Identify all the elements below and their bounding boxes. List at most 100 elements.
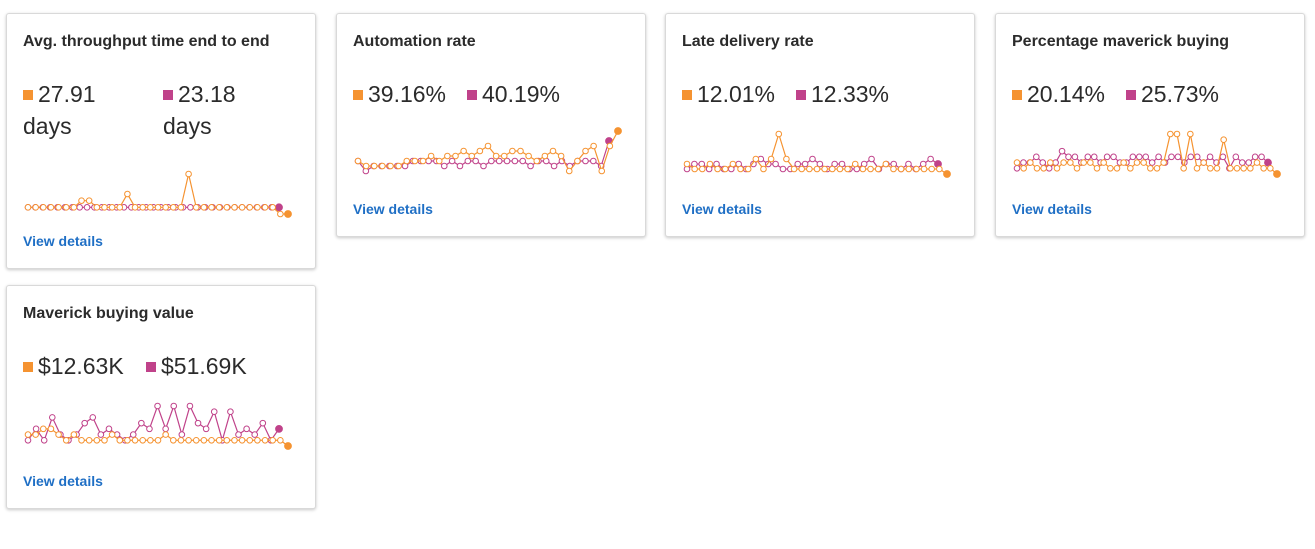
- series-a-point[interactable]: [549, 147, 557, 155]
- view-details-link[interactable]: View details: [23, 233, 103, 249]
- series-a-point[interactable]: [131, 204, 139, 211]
- series-b-point[interactable]: [519, 157, 527, 165]
- series-a-point[interactable]: [1100, 159, 1107, 166]
- series-a-point[interactable]: [1087, 159, 1094, 166]
- series-a-point[interactable]: [1020, 164, 1027, 172]
- series-a-point[interactable]: [1160, 159, 1167, 166]
- series-b-point[interactable]: [275, 424, 283, 433]
- series-a-point[interactable]: [387, 162, 394, 170]
- series-b-point[interactable]: [154, 402, 161, 410]
- series-a-point[interactable]: [32, 204, 39, 211]
- series-b-point[interactable]: [550, 162, 558, 170]
- series-a-point[interactable]: [484, 142, 492, 150]
- series-a-point[interactable]: [269, 204, 277, 211]
- series-b-point[interactable]: [1090, 153, 1098, 161]
- series-a-point[interactable]: [154, 436, 162, 444]
- series-a-point[interactable]: [1033, 164, 1041, 172]
- series-b-point[interactable]: [48, 414, 56, 421]
- series-a-point[interactable]: [162, 204, 169, 211]
- series-a-point[interactable]: [238, 204, 246, 211]
- series-a-point[interactable]: [116, 204, 124, 211]
- series-a-point[interactable]: [859, 165, 867, 173]
- series-a-point[interactable]: [1180, 164, 1187, 172]
- series-a-point[interactable]: [460, 147, 467, 155]
- view-details-link[interactable]: View details: [682, 201, 762, 217]
- series-a-point[interactable]: [39, 204, 47, 211]
- series-b-point[interactable]: [480, 162, 487, 170]
- series-a-point[interactable]: [254, 436, 261, 444]
- series-a-point[interactable]: [1267, 164, 1274, 172]
- series-a-point[interactable]: [844, 165, 851, 173]
- series-a-point[interactable]: [806, 165, 813, 173]
- series-a-point[interactable]: [277, 436, 284, 444]
- series-a-point[interactable]: [492, 152, 500, 160]
- view-details-link[interactable]: View details: [1012, 201, 1092, 217]
- series-a-point[interactable]: [1207, 164, 1214, 172]
- series-a-point[interactable]: [231, 204, 238, 211]
- series-a-point[interactable]: [913, 165, 920, 173]
- series-a-point[interactable]: [403, 157, 411, 165]
- series-b-point[interactable]: [511, 157, 519, 165]
- series-a-point[interactable]: [476, 147, 484, 155]
- series-a-point[interactable]: [70, 431, 78, 438]
- series-a-point[interactable]: [790, 165, 798, 173]
- view-details-link[interactable]: View details: [23, 473, 103, 489]
- series-a-point[interactable]: [851, 160, 859, 168]
- series-b-point[interactable]: [1033, 153, 1040, 161]
- series-a-point[interactable]: [1093, 164, 1101, 172]
- series-a-point[interactable]: [24, 431, 32, 438]
- series-b-point[interactable]: [590, 157, 597, 165]
- series-a-point[interactable]: [427, 152, 435, 160]
- series-a-point[interactable]: [215, 436, 223, 444]
- series-a-point[interactable]: [1193, 164, 1201, 172]
- series-a-point[interactable]: [1200, 159, 1207, 166]
- series-b-point[interactable]: [1142, 153, 1150, 161]
- series-a-point[interactable]: [254, 204, 261, 211]
- series-a-point[interactable]: [238, 436, 246, 444]
- series-a-point[interactable]: [223, 204, 231, 211]
- series-a-point[interactable]: [269, 436, 277, 444]
- series-b-point[interactable]: [1245, 159, 1252, 166]
- series-b-point[interactable]: [1071, 153, 1079, 161]
- series-a-point[interactable]: [124, 436, 131, 444]
- series-a-point[interactable]: [582, 147, 589, 155]
- series-a-point[interactable]: [691, 165, 698, 173]
- series-a-point[interactable]: [509, 147, 516, 155]
- series-a-point[interactable]: [379, 162, 386, 170]
- series-a-point[interactable]: [882, 160, 890, 168]
- series-a-point[interactable]: [1080, 159, 1087, 166]
- series-b-point[interactable]: [186, 402, 194, 410]
- series-a-point[interactable]: [108, 431, 116, 438]
- series-b-point[interactable]: [194, 419, 202, 427]
- series-a-point[interactable]: [706, 160, 714, 168]
- series-a-point[interactable]: [1073, 164, 1081, 172]
- series-b-point[interactable]: [81, 419, 88, 427]
- series-a-point[interactable]: [55, 431, 62, 438]
- series-a-point[interactable]: [169, 204, 177, 211]
- series-a-point[interactable]: [85, 197, 93, 204]
- series-a-point[interactable]: [867, 165, 874, 173]
- series-a-point[interactable]: [828, 165, 836, 173]
- series-a-point[interactable]: [1167, 130, 1174, 138]
- series-b-point[interactable]: [1258, 153, 1265, 161]
- series-b-point[interactable]: [809, 155, 816, 163]
- series-a-point[interactable]: [231, 436, 238, 444]
- series-b-point[interactable]: [1155, 153, 1162, 161]
- series-a-point[interactable]: [208, 436, 215, 444]
- series-b-point[interactable]: [227, 408, 234, 416]
- series-a-point[interactable]: [93, 436, 101, 444]
- series-b-point[interactable]: [1013, 164, 1021, 172]
- series-a-point[interactable]: [200, 436, 208, 444]
- series-a-point[interactable]: [261, 436, 269, 444]
- series-a-point[interactable]: [1233, 164, 1241, 172]
- series-a-point[interactable]: [574, 157, 581, 165]
- series-a-point[interactable]: [752, 155, 760, 163]
- series-a-point[interactable]: [62, 204, 70, 211]
- series-b-point[interactable]: [202, 425, 210, 433]
- series-a-point[interactable]: [760, 165, 767, 173]
- series-b-point[interactable]: [794, 160, 802, 168]
- series-a-point[interactable]: [354, 157, 362, 165]
- series-a-point[interactable]: [93, 204, 101, 211]
- series-a-point[interactable]: [78, 197, 85, 204]
- series-b-point[interactable]: [275, 203, 283, 212]
